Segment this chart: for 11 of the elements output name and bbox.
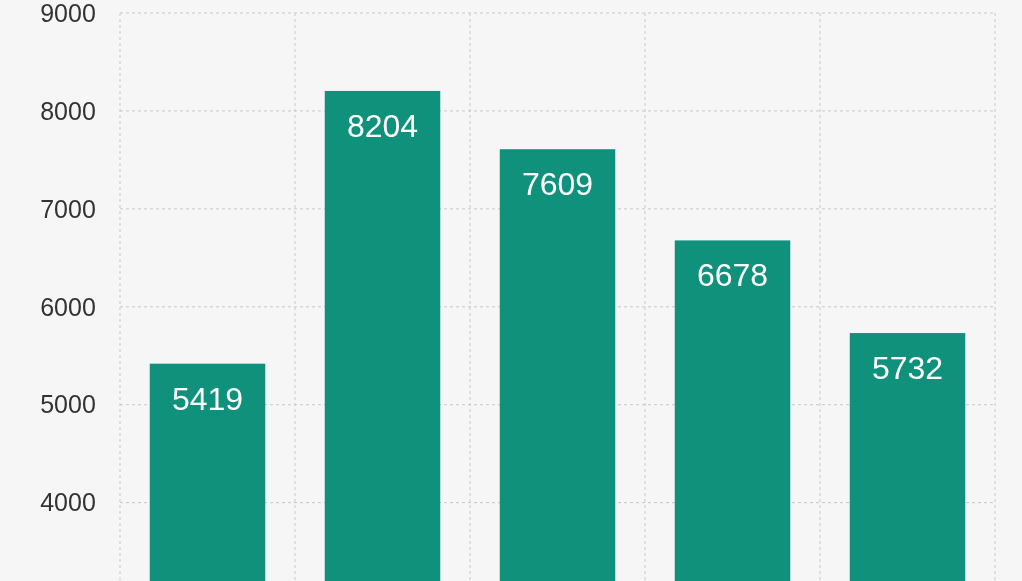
data-label: 5732 <box>871 350 944 387</box>
data-label: 5419 <box>171 380 244 417</box>
data-label: 7609 <box>521 166 594 203</box>
data-label: 8204 <box>346 107 419 144</box>
y-tick-label: 4000 <box>40 488 96 517</box>
y-tick-label: 7000 <box>40 194 96 223</box>
y-tick-label: 8000 <box>40 96 96 125</box>
y-tick-label: 5000 <box>40 390 96 419</box>
data-label: 6678 <box>696 257 769 294</box>
y-tick-label: 9000 <box>40 0 96 27</box>
y-tick-label: 6000 <box>40 292 96 321</box>
